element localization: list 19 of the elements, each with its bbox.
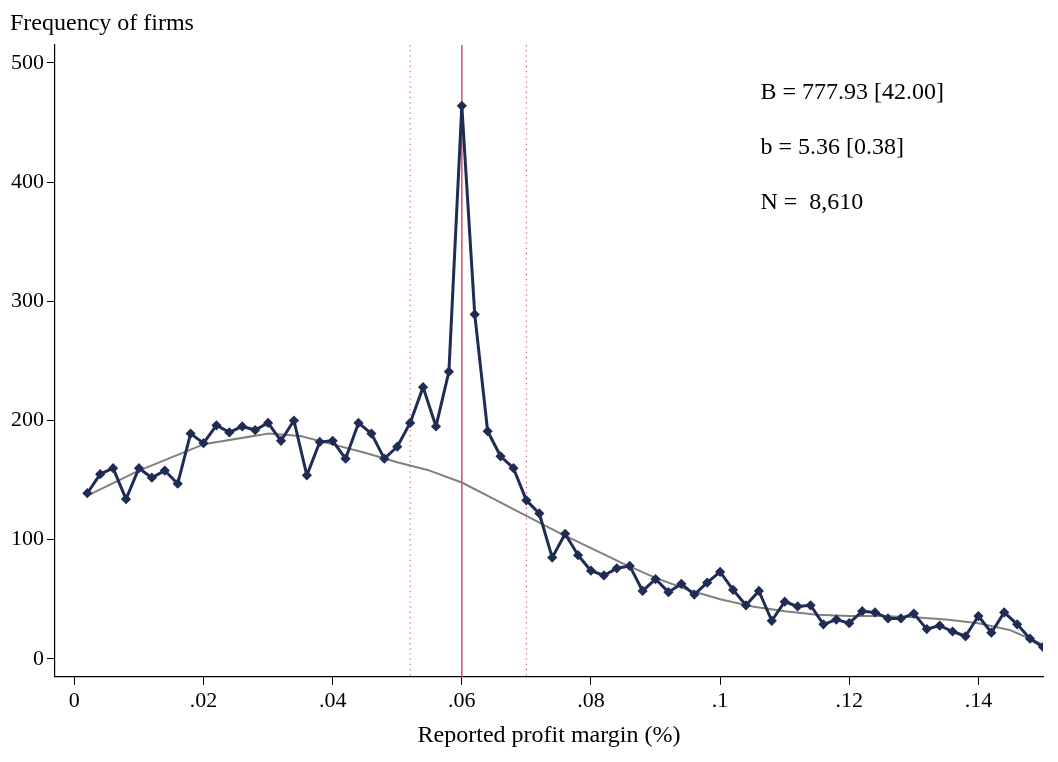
y-tick-label: 300 (11, 287, 44, 313)
y-tick-label: 100 (11, 525, 44, 551)
x-tick-label: .1 (711, 686, 729, 712)
x-tick-label: 0 (68, 686, 80, 712)
x-tick-label: .12 (835, 686, 864, 712)
y-axis-title: Frequency of firms (10, 9, 194, 36)
y-tick-label: 200 (11, 406, 44, 432)
x-axis-title: Reported profit margin (%) (417, 720, 681, 747)
y-tick-label: 400 (11, 167, 44, 193)
x-tick-label: .14 (964, 686, 993, 712)
annotation: N = 8,610 (760, 188, 864, 215)
annotation: b = 5.36 [0.38] (760, 133, 904, 160)
x-tick-label: .08 (577, 686, 605, 712)
y-tick-label: 0 (33, 644, 44, 670)
y-tick-label: 500 (11, 48, 44, 74)
x-tick-label: .02 (189, 686, 218, 712)
x-tick-label: .06 (448, 686, 476, 712)
x-tick-label: .04 (318, 686, 347, 712)
annotation: B = 777.93 [42.00] (760, 78, 944, 105)
